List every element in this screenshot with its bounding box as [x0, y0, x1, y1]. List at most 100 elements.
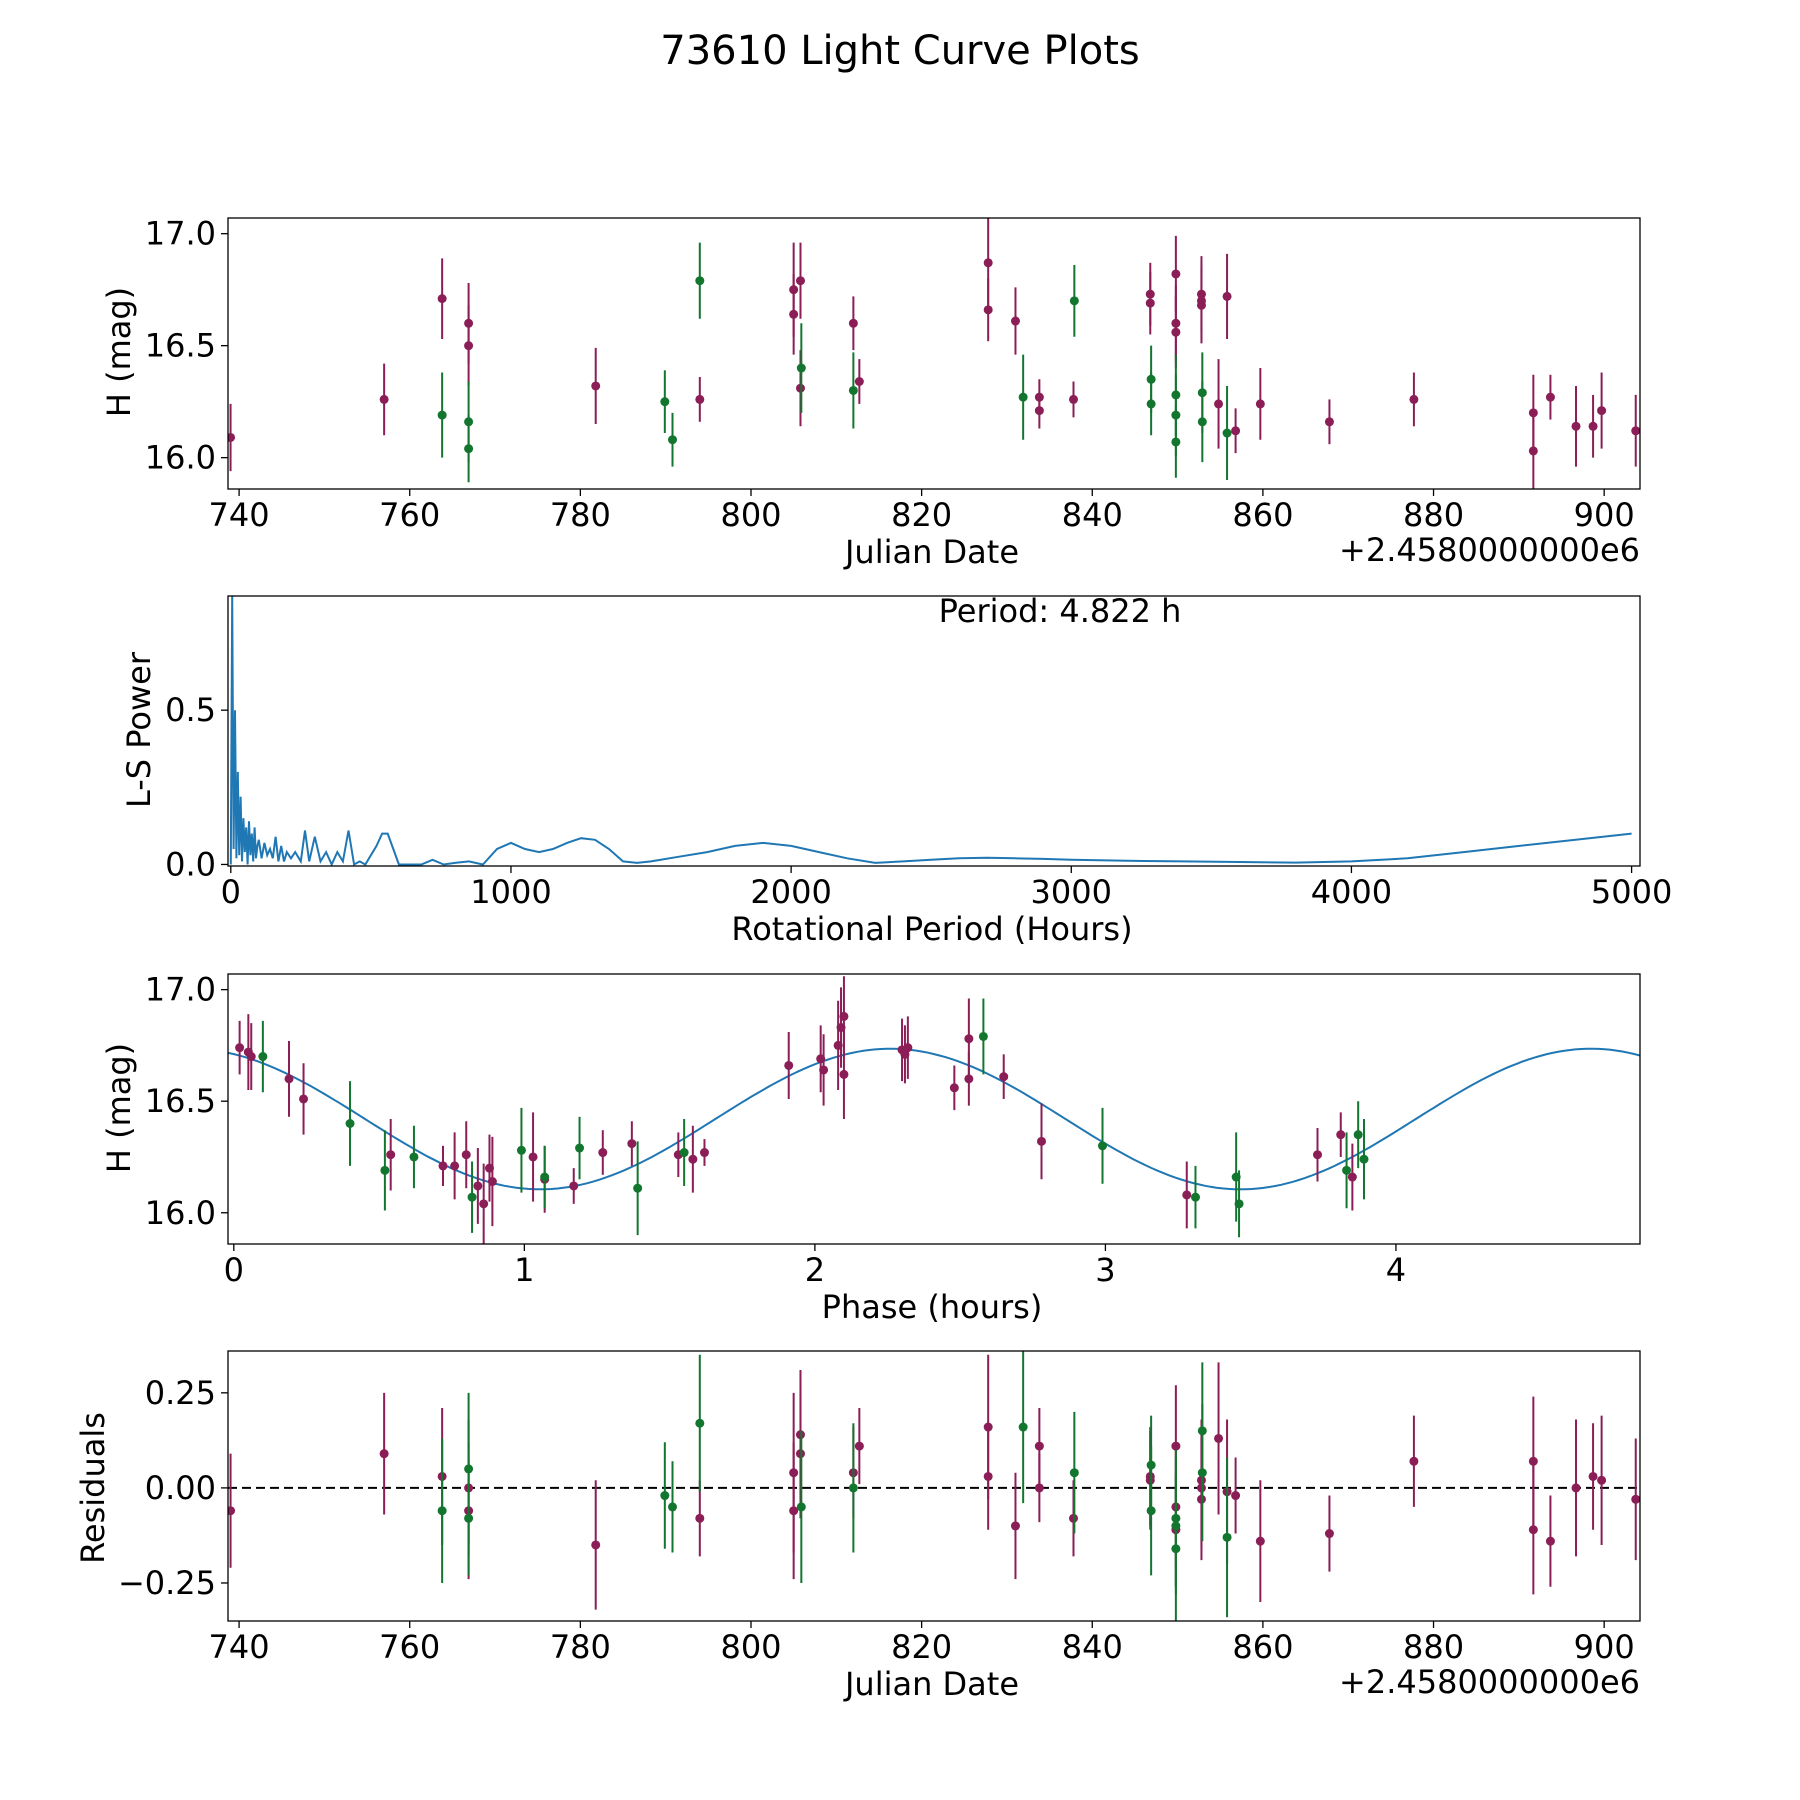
phased-plot-area — [228, 976, 1640, 1244]
periodogram-axes-frame — [227, 595, 1641, 867]
residuals-green-data-point — [1069, 1468, 1079, 1478]
residuals-x-tick-label: 820 — [891, 1628, 952, 1666]
periodogram-x-tick-label: 0 — [221, 873, 241, 911]
lightcurve-green-data-point — [1222, 428, 1232, 438]
phased-green-data-point — [409, 1152, 419, 1162]
lightcurve-green-data-point — [660, 397, 670, 407]
lightcurve-red-data-point — [983, 305, 993, 315]
periodogram-x-axis-label: Rotational Period (Hours) — [731, 910, 1132, 948]
phased-red-data-point — [461, 1150, 471, 1160]
phased-red-data-point — [819, 1065, 829, 1075]
residuals-x-axis-label: Julian Date — [843, 1665, 1019, 1703]
lightcurve-red-data-point — [591, 381, 601, 391]
residuals-plot-area — [228, 1351, 1640, 1621]
residuals-red-data-point — [1231, 1491, 1241, 1501]
phased-green-data-point — [1353, 1130, 1363, 1140]
periodogram-x-tick-label: 2000 — [750, 873, 831, 911]
residuals-red-data-point — [1571, 1483, 1581, 1493]
lightcurve-y-axis-label: H (mag) — [100, 287, 138, 417]
lightcurve-x-tick-label: 820 — [891, 496, 952, 534]
lightcurve-green-data-point — [695, 276, 705, 286]
residuals-red-data-point — [591, 1540, 601, 1550]
phased-green-data-point — [679, 1148, 689, 1158]
phased-green-data-point — [467, 1192, 477, 1202]
phased-x-tick-label: 1 — [514, 1251, 534, 1289]
residuals-red-data-point — [1214, 1433, 1224, 1443]
residuals-x-tick-label: 780 — [550, 1628, 611, 1666]
phased-y-axis-label: H (mag) — [100, 1043, 138, 1173]
lightcurve-panel: H (mag) Julian Date +2.4580000000e6 740 7… — [100, 215, 1641, 571]
lightcurve-green-data-point — [1146, 399, 1156, 409]
residuals-green-data-point — [1018, 1422, 1028, 1432]
phased-red-data-point — [964, 1034, 974, 1044]
lightcurve-red-data-point — [983, 258, 993, 268]
residuals-y-tick-label: −0.25 — [118, 1564, 216, 1602]
residuals-green-data-point — [437, 1506, 447, 1516]
phased-y-tick-label: 16.5 — [145, 1082, 216, 1120]
residuals-red-data-point — [228, 1506, 236, 1516]
lightcurve-y-tick-label: 16.5 — [145, 327, 216, 365]
phased-x-tick-label: 4 — [1386, 1251, 1406, 1289]
lightcurve-y-tick-label: 16.0 — [145, 439, 216, 477]
lightcurve-x-tick-label: 800 — [720, 496, 781, 534]
lightcurve-red-data-point — [1597, 406, 1607, 416]
phased-x-axis-label: Phase (hours) — [822, 1288, 1043, 1326]
lightcurve-green-data-point — [437, 410, 447, 420]
phased-red-data-point — [1036, 1136, 1046, 1146]
lightcurve-x-tick-label: 860 — [1232, 496, 1293, 534]
phased-green-data-point — [1234, 1199, 1244, 1209]
period-annotation: Period: 4.822 h — [939, 592, 1182, 630]
residuals-green-data-point — [668, 1502, 678, 1512]
phased-green-data-point — [380, 1165, 390, 1175]
residuals-x-tick-label: 760 — [379, 1628, 440, 1666]
residuals-red-data-point — [854, 1441, 864, 1451]
periodogram-power-line — [229, 596, 1632, 866]
phased-y-tick-label: 16.0 — [145, 1194, 216, 1232]
lightcurve-plot-area — [228, 218, 1640, 489]
lightcurve-red-data-point — [228, 432, 236, 442]
residuals-red-data-point — [1324, 1529, 1334, 1539]
phased-green-data-point — [1190, 1192, 1200, 1202]
phased-green-data-point — [633, 1183, 643, 1193]
residuals-green-data-point — [660, 1491, 670, 1501]
lightcurve-green-data-point — [1018, 392, 1028, 402]
periodogram-x-tick-label: 4000 — [1311, 873, 1392, 911]
phased-red-data-point — [473, 1181, 483, 1191]
lightcurve-x-axis-label: Julian Date — [843, 533, 1019, 571]
lightcurve-red-data-point — [1214, 399, 1224, 409]
periodogram-y-axis-label: L-S Power — [120, 651, 158, 808]
phased-red-data-point — [1336, 1130, 1346, 1140]
lightcurve-red-data-point — [1231, 426, 1241, 436]
phased-red-data-point — [450, 1161, 460, 1171]
residuals-red-data-point — [1010, 1521, 1020, 1531]
residuals-green-data-point — [1146, 1460, 1156, 1470]
lightcurve-green-data-point — [848, 385, 858, 395]
lightcurve-red-data-point — [1222, 291, 1232, 301]
phased-red-data-point — [438, 1161, 448, 1171]
residuals-red-data-point — [1588, 1471, 1598, 1481]
residuals-x-tick-label: 900 — [1574, 1628, 1635, 1666]
lightcurve-red-data-point — [437, 294, 447, 304]
lightcurve-x-tick-label: 780 — [550, 496, 611, 534]
phased-red-data-point — [487, 1177, 497, 1187]
residuals-panel: Residuals Julian Date +2.4580000000e6 74… — [74, 1350, 1641, 1703]
residuals-red-data-point — [1034, 1483, 1044, 1493]
phased-panel: H (mag) Phase (hours) 0 1 2 3 4 16.0 16.5 17.0 — [100, 971, 1641, 1326]
lightcurve-green-data-point — [796, 363, 806, 373]
phased-green-data-point — [1342, 1165, 1352, 1175]
phased-green-data-point — [575, 1143, 585, 1153]
residuals-green-data-point — [1197, 1468, 1207, 1478]
residuals-axes-frame — [227, 1350, 1641, 1622]
phased-green-data-point — [1359, 1154, 1369, 1164]
lightcurve-red-data-point — [1255, 399, 1265, 409]
residuals-red-data-point — [983, 1471, 993, 1481]
residuals-green-data-point — [1171, 1544, 1181, 1554]
phased-red-data-point — [839, 1069, 849, 1079]
periodogram-panel: L-S Power Rotational Period (Hours) Peri… — [120, 592, 1672, 948]
phased-red-data-point — [284, 1074, 294, 1084]
lightcurve-red-data-point — [1545, 392, 1555, 402]
phased-red-data-point — [699, 1148, 709, 1158]
residuals-x-tick-label: 800 — [720, 1628, 781, 1666]
residuals-red-data-point — [1597, 1475, 1607, 1485]
